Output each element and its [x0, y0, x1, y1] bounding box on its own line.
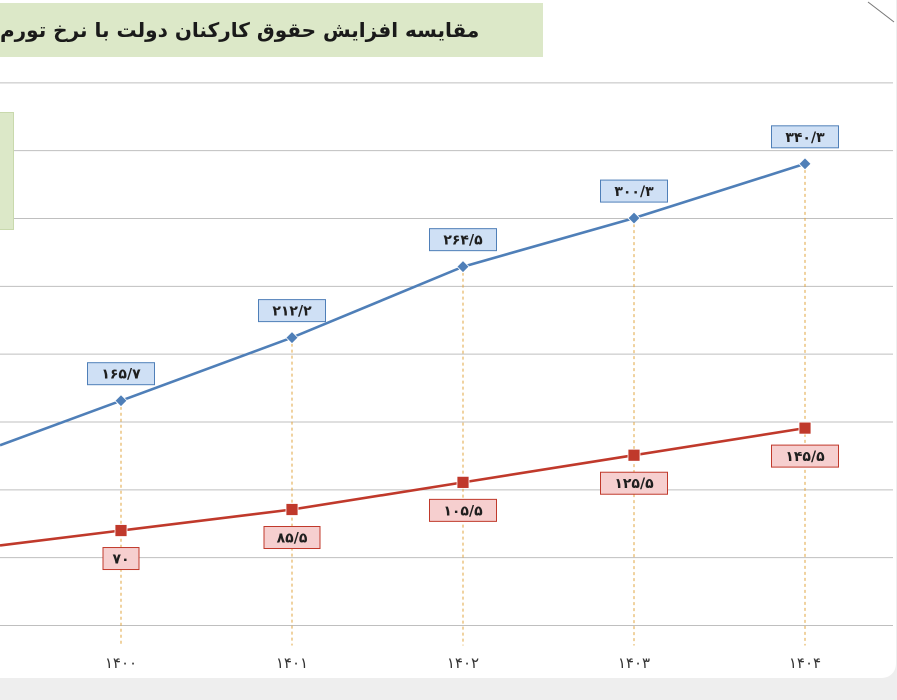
- corner-decoration: [867, 1, 895, 23]
- data-label-box: [263, 526, 321, 550]
- data-label-box: [771, 125, 839, 149]
- data-label-text: ۳۰۰/۳: [614, 184, 654, 200]
- square-marker: [798, 421, 812, 435]
- data-label-box: [87, 362, 155, 386]
- x-axis-ticks: ۱۴۰۰ ۱۴۰۱ ۱۴۰۲ ۱۴۰۳ ۱۴۰۴: [105, 654, 821, 672]
- square-marker: [627, 448, 641, 462]
- data-label-text: ۱۲۵/۵: [614, 476, 654, 492]
- x-tick-label: ۱۴۰۰: [105, 654, 137, 672]
- data-label-box: [600, 179, 668, 203]
- diamond-marker: [627, 211, 641, 225]
- data-label-box: [429, 228, 497, 252]
- data-label-box: [258, 299, 326, 323]
- square-marker: [456, 475, 470, 489]
- chart-title-box: مقایسه افزایش حقوق کارکنان دولت با نرخ ت…: [0, 3, 543, 57]
- square-marker: [285, 503, 299, 516]
- data-label: ۳۴۰/۳: [771, 125, 839, 149]
- data-label-text: ۸۵/۵: [277, 531, 308, 547]
- data-label: ۱۲۵/۵: [600, 471, 668, 495]
- data-label: ۲۶۴/۵: [429, 228, 497, 252]
- diamond-marker: [456, 260, 470, 274]
- data-label-text: ۱۴۵/۵: [785, 449, 825, 465]
- series-line-2: [0, 426, 806, 547]
- data-label-text: ۲۱۲/۲: [272, 304, 312, 320]
- data-label-box: [429, 498, 497, 522]
- data-markers: [114, 157, 812, 537]
- data-label-box: [771, 444, 839, 468]
- data-label-text: ۱۰۵/۵: [443, 503, 483, 519]
- data-label-box: [102, 547, 140, 571]
- data-label: ۲۱۲/۲: [258, 299, 326, 323]
- data-label-text: ۷۰: [112, 552, 129, 568]
- x-tick-label: ۱۴۰۳: [618, 654, 650, 672]
- legend-box: [0, 112, 14, 230]
- data-label-text: ۳۴۰/۳: [785, 130, 825, 146]
- x-tick-label: ۱۴۰۴: [789, 654, 821, 672]
- diamond-marker: [285, 331, 299, 345]
- data-label-box: [600, 471, 668, 495]
- data-label-text: ۱۶۵/۷: [101, 367, 141, 383]
- x-tick-label: ۱۴۰۲: [447, 654, 479, 672]
- chart-title: مقایسه افزایش حقوق کارکنان دولت با نرخ ت…: [0, 18, 480, 42]
- data-label: ۱۶۵/۷: [87, 362, 155, 386]
- data-labels: ۱۶۵/۷ ۲۱۲/۲ ۲۶۴/۵ ۳۰۰/۳ ۳۴۰/۳ ۷۰ ۸۵/۵ ۱۰۵/۵ ۱۲۵/…: [87, 125, 839, 571]
- data-label: ۱۴۵/۵: [771, 444, 839, 468]
- data-label: ۷۰: [102, 547, 140, 571]
- series-line-1: [0, 162, 806, 447]
- data-label: ۱۰۵/۵: [429, 498, 497, 522]
- chart-card: ۱۶۵/۷ ۲۱۲/۲ ۲۶۴/۵ ۳۰۰/۳ ۳۴۰/۳ ۷۰ ۸۵/۵ ۱۰۵/۵ ۱۲۵/…: [0, 0, 896, 678]
- series-lines: [0, 162, 806, 547]
- diamond-marker: [114, 394, 128, 408]
- data-label: ۳۰۰/۳: [600, 179, 668, 203]
- square-marker: [114, 524, 128, 537]
- gridlines: [0, 82, 893, 626]
- line-chart: ۱۶۵/۷ ۲۱۲/۲ ۲۶۴/۵ ۳۰۰/۳ ۳۴۰/۳ ۷۰ ۸۵/۵ ۱۰۵/۵ ۱۲۵/…: [0, 82, 893, 672]
- data-label-text: ۲۶۴/۵: [443, 233, 483, 249]
- data-label: ۸۵/۵: [263, 526, 321, 550]
- diamond-marker: [798, 157, 812, 171]
- drop-lines: [120, 163, 806, 646]
- x-tick-label: ۱۴۰۱: [276, 654, 308, 672]
